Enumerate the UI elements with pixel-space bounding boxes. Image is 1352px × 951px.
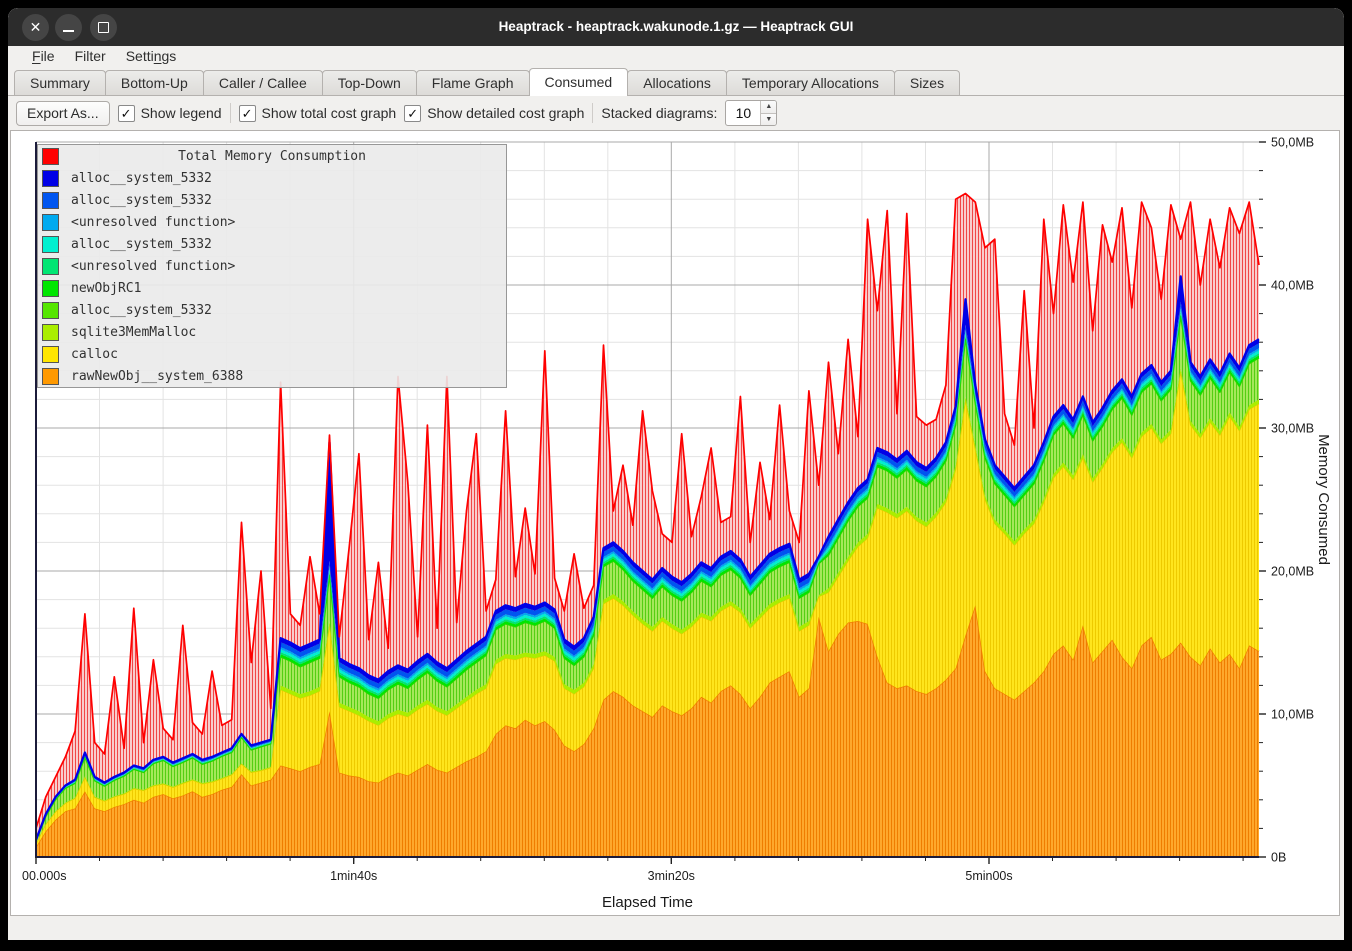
legend-item: alloc__system_5332 bbox=[38, 189, 506, 211]
minimize-button[interactable] bbox=[55, 14, 82, 41]
legend-swatch bbox=[42, 213, 59, 231]
legend-item: sqlite3MemMalloc bbox=[38, 321, 506, 343]
spin-arrows: ▲ ▼ bbox=[760, 101, 777, 125]
svg-text:1min40s: 1min40s bbox=[330, 869, 377, 883]
legend-item: <unresolved function> bbox=[38, 211, 506, 233]
legend-label: alloc__system_5332 bbox=[71, 192, 212, 208]
toolbar-separator bbox=[592, 103, 594, 123]
legend-label: <unresolved function> bbox=[71, 214, 236, 230]
legend-item: calloc bbox=[38, 343, 506, 365]
legend-item: alloc__system_5332 bbox=[38, 299, 506, 321]
legend-swatch bbox=[42, 235, 59, 253]
spin-up-button[interactable]: ▲ bbox=[761, 101, 777, 114]
y-axis-title: Memory Consumed bbox=[1315, 434, 1332, 565]
titlebar: ✕ Heaptrack - heaptrack.wakunode.1.gz — … bbox=[8, 8, 1344, 46]
legend-item: alloc__system_5332 bbox=[38, 233, 506, 255]
legend-label: calloc bbox=[71, 346, 118, 362]
tab-top-down[interactable]: Top-Down bbox=[321, 70, 417, 95]
app-window: ✕ Heaptrack - heaptrack.wakunode.1.gz — … bbox=[8, 8, 1344, 940]
svg-text:10,0MB: 10,0MB bbox=[1271, 708, 1314, 722]
tabbar: Summary Bottom-Up Caller / Callee Top-Down F… bbox=[8, 68, 1344, 96]
checkbox-show-detailed-cost-graph[interactable]: ✓ Show detailed cost graph bbox=[404, 104, 585, 122]
tab-summary[interactable]: Summary bbox=[14, 70, 106, 95]
legend-label: alloc__system_5332 bbox=[71, 236, 212, 252]
legend-title: Total Memory Consumption bbox=[178, 148, 366, 164]
checkbox-box[interactable]: ✓ bbox=[404, 104, 422, 122]
svg-text:30,0MB: 30,0MB bbox=[1271, 422, 1314, 436]
legend-swatch bbox=[42, 301, 59, 319]
svg-text:20,0MB: 20,0MB bbox=[1271, 565, 1314, 579]
menubar: File Filter Settings bbox=[8, 46, 1344, 68]
memory-consumption-chart[interactable]: 00.000s 1min40s 3min20s 5min00s 0B 10,0MB 20,0… bbox=[11, 131, 1341, 915]
checkbox-label: Show detailed cost graph bbox=[427, 105, 585, 121]
legend-item: newObjRC1 bbox=[38, 277, 506, 299]
svg-text:5min00s: 5min00s bbox=[965, 869, 1012, 883]
legend-label: rawNewObj__system_6388 bbox=[71, 368, 244, 384]
legend-swatch bbox=[42, 367, 59, 385]
menu-item-settings[interactable]: Settings bbox=[125, 48, 177, 64]
legend-label: alloc__system_5332 bbox=[71, 302, 212, 318]
menu-item-file[interactable]: File bbox=[32, 48, 55, 64]
chart-legend: Total Memory Consumption alloc__system_53… bbox=[37, 144, 507, 388]
maximize-icon bbox=[98, 22, 109, 33]
legend-swatch bbox=[42, 169, 59, 187]
legend-title-row: Total Memory Consumption bbox=[38, 145, 506, 167]
close-icon: ✕ bbox=[29, 19, 42, 35]
tab-consumed[interactable]: Consumed bbox=[528, 68, 629, 96]
legend-label: <unresolved function> bbox=[71, 258, 236, 274]
export-as-button[interactable]: Export As... bbox=[16, 100, 110, 126]
stacked-diagrams-value: 10 bbox=[735, 105, 752, 121]
svg-text:00.000s: 00.000s bbox=[22, 869, 66, 883]
legend-swatch bbox=[42, 191, 59, 209]
svg-text:0B: 0B bbox=[1271, 851, 1286, 865]
legend-swatch bbox=[42, 345, 59, 363]
menu-item-filter[interactable]: Filter bbox=[74, 48, 106, 64]
checkbox-box[interactable]: ✓ bbox=[238, 104, 256, 122]
svg-text:40,0MB: 40,0MB bbox=[1271, 279, 1314, 293]
close-button[interactable]: ✕ bbox=[22, 14, 49, 41]
checkbox-label: Show legend bbox=[140, 105, 222, 121]
tab-allocations[interactable]: Allocations bbox=[627, 70, 727, 95]
legend-item: alloc__system_5332 bbox=[38, 167, 506, 189]
stacked-diagrams-label: Stacked diagrams: bbox=[601, 105, 718, 121]
legend-item: rawNewObj__system_6388 bbox=[38, 365, 506, 387]
window-title: Heaptrack - heaptrack.wakunode.1.gz — He… bbox=[498, 19, 854, 34]
minimize-icon bbox=[63, 30, 74, 32]
legend-swatch bbox=[42, 279, 59, 297]
checkbox-label: Show total cost graph bbox=[261, 105, 397, 121]
tab-caller-callee[interactable]: Caller / Callee bbox=[202, 70, 323, 95]
legend-swatch bbox=[42, 257, 59, 275]
chart-panel: 00.000s 1min40s 3min20s 5min00s 0B 10,0MB 20,0… bbox=[10, 130, 1340, 916]
maximize-button[interactable] bbox=[90, 14, 117, 41]
legend-swatch bbox=[42, 323, 59, 341]
toolbar-checkbox-group: ✓ Show legend ✓ Show total cost graph ✓ Show … bbox=[117, 103, 585, 123]
svg-text:50,0MB: 50,0MB bbox=[1271, 136, 1314, 150]
stacked-diagrams-spinbox[interactable]: 10 ▲ ▼ bbox=[725, 100, 778, 126]
legend-swatch-total bbox=[42, 147, 59, 165]
tab-sizes[interactable]: Sizes bbox=[893, 70, 961, 95]
svg-text:3min20s: 3min20s bbox=[648, 869, 695, 883]
legend-label: newObjRC1 bbox=[71, 280, 142, 296]
tab-bottom-up[interactable]: Bottom-Up bbox=[104, 70, 204, 95]
legend-label: alloc__system_5332 bbox=[71, 170, 212, 186]
x-axis-title: Elapsed Time bbox=[602, 894, 693, 911]
checkbox-box[interactable]: ✓ bbox=[117, 104, 135, 122]
spin-down-button[interactable]: ▼ bbox=[761, 113, 777, 125]
legend-item: <unresolved function> bbox=[38, 255, 506, 277]
tab-temporary-allocations[interactable]: Temporary Allocations bbox=[725, 70, 895, 95]
toolbar-separator bbox=[229, 103, 231, 123]
tab-flame-graph[interactable]: Flame Graph bbox=[415, 70, 530, 95]
toolbar: Export As... ✓ Show legend ✓ Show total cos… bbox=[8, 96, 1344, 130]
checkbox-show-total-cost-graph[interactable]: ✓ Show total cost graph bbox=[238, 104, 397, 122]
checkbox-show-legend[interactable]: ✓ Show legend bbox=[117, 104, 222, 122]
legend-label: sqlite3MemMalloc bbox=[71, 324, 197, 340]
